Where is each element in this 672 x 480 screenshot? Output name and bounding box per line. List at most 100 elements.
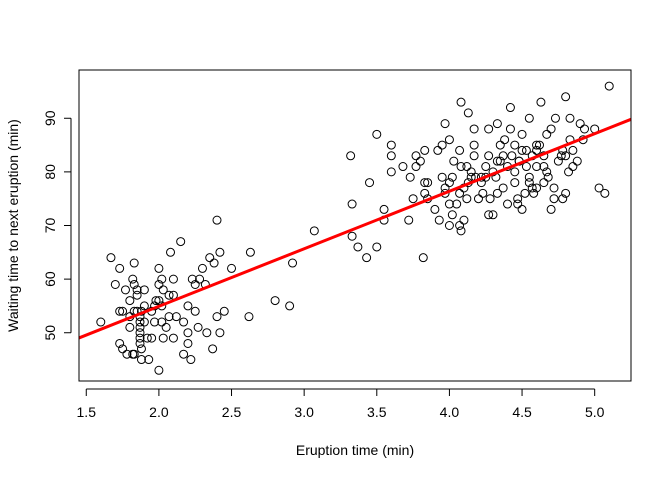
data-point: [500, 135, 510, 145]
data-point: [420, 178, 430, 188]
data-point: [462, 162, 472, 172]
data-point: [524, 172, 534, 182]
data-point: [183, 301, 193, 311]
data-point: [553, 156, 563, 166]
x-tick-label: 3.0: [294, 404, 314, 420]
data-point: [568, 162, 578, 172]
data-point: [430, 204, 440, 214]
data-point: [205, 253, 215, 263]
data-point: [129, 349, 139, 359]
data-point: [106, 253, 116, 263]
data-point: [208, 344, 218, 354]
data-point: [542, 167, 552, 177]
data-point: [455, 188, 465, 198]
data-point: [495, 156, 505, 166]
data-point: [347, 231, 357, 241]
data-point: [505, 103, 515, 113]
data-point: [539, 162, 549, 172]
data-point: [154, 365, 164, 375]
data-point: [347, 199, 357, 209]
data-point: [150, 317, 160, 327]
data-point: [488, 210, 498, 220]
data-point: [187, 274, 197, 284]
data-point: [549, 194, 559, 204]
data-point: [219, 306, 229, 316]
regression-line: [78, 117, 632, 340]
data-point: [546, 204, 556, 214]
data-point: [285, 301, 295, 311]
data-point: [532, 140, 542, 150]
data-point: [534, 140, 544, 150]
x-tick-label: 2.0: [149, 404, 169, 420]
data-point: [418, 253, 428, 263]
data-point: [532, 183, 542, 193]
data-point: [517, 129, 527, 139]
data-point: [529, 188, 539, 198]
data-point: [139, 285, 149, 295]
data-point: [521, 145, 531, 155]
data-point: [440, 119, 450, 129]
data-point: [513, 194, 523, 204]
data-point: [128, 274, 138, 284]
data-point: [212, 312, 222, 322]
data-point: [594, 183, 604, 193]
data-point: [245, 247, 255, 257]
data-point: [166, 247, 176, 257]
data-point: [215, 247, 225, 257]
data-point: [463, 108, 473, 118]
data-point: [408, 194, 418, 204]
data-point: [176, 237, 186, 247]
data-point: [157, 274, 167, 284]
data-point: [129, 279, 139, 289]
x-tick-label: 1.5: [77, 404, 97, 420]
data-point: [469, 151, 479, 161]
data-point: [346, 151, 356, 161]
data-point: [580, 124, 590, 134]
data-point: [193, 322, 203, 332]
data-point: [171, 312, 181, 322]
data-point: [202, 328, 212, 338]
data-point: [449, 156, 459, 166]
data-point: [136, 355, 146, 365]
data-point: [558, 194, 568, 204]
data-point: [572, 156, 582, 166]
data-point: [527, 183, 537, 193]
data-point: [550, 113, 560, 123]
regression-line-layer: [78, 117, 632, 340]
data-point: [142, 333, 152, 343]
data-point: [135, 333, 145, 343]
data-point: [455, 221, 465, 230]
data-point: [532, 162, 542, 172]
data-point: [561, 151, 571, 161]
data-point: [190, 279, 200, 289]
data-point: [498, 183, 508, 193]
data-point: [433, 145, 443, 155]
data-point: [459, 215, 469, 225]
data-point: [447, 210, 457, 220]
data-point: [481, 162, 491, 172]
data-point: [466, 167, 476, 177]
data-point: [135, 322, 145, 332]
data-point: [125, 296, 135, 306]
data-point: [115, 263, 125, 273]
data-point: [244, 312, 254, 322]
data-point: [434, 215, 444, 225]
data-point: [556, 151, 566, 161]
data-point: [415, 156, 425, 166]
data-point: [136, 344, 146, 354]
data-point: [520, 188, 530, 198]
data-point: [135, 328, 145, 338]
data-point: [179, 317, 189, 327]
data-point: [420, 188, 430, 198]
data-point: [186, 355, 196, 365]
data-point: [456, 226, 466, 236]
data-point: [309, 226, 319, 236]
data-point: [539, 178, 549, 188]
data-point: [447, 172, 457, 182]
data-point: [147, 333, 157, 343]
data-point: [549, 183, 559, 193]
x-tick-label: 4.5: [512, 404, 532, 420]
data-point: [505, 124, 515, 134]
data-point: [411, 151, 421, 161]
